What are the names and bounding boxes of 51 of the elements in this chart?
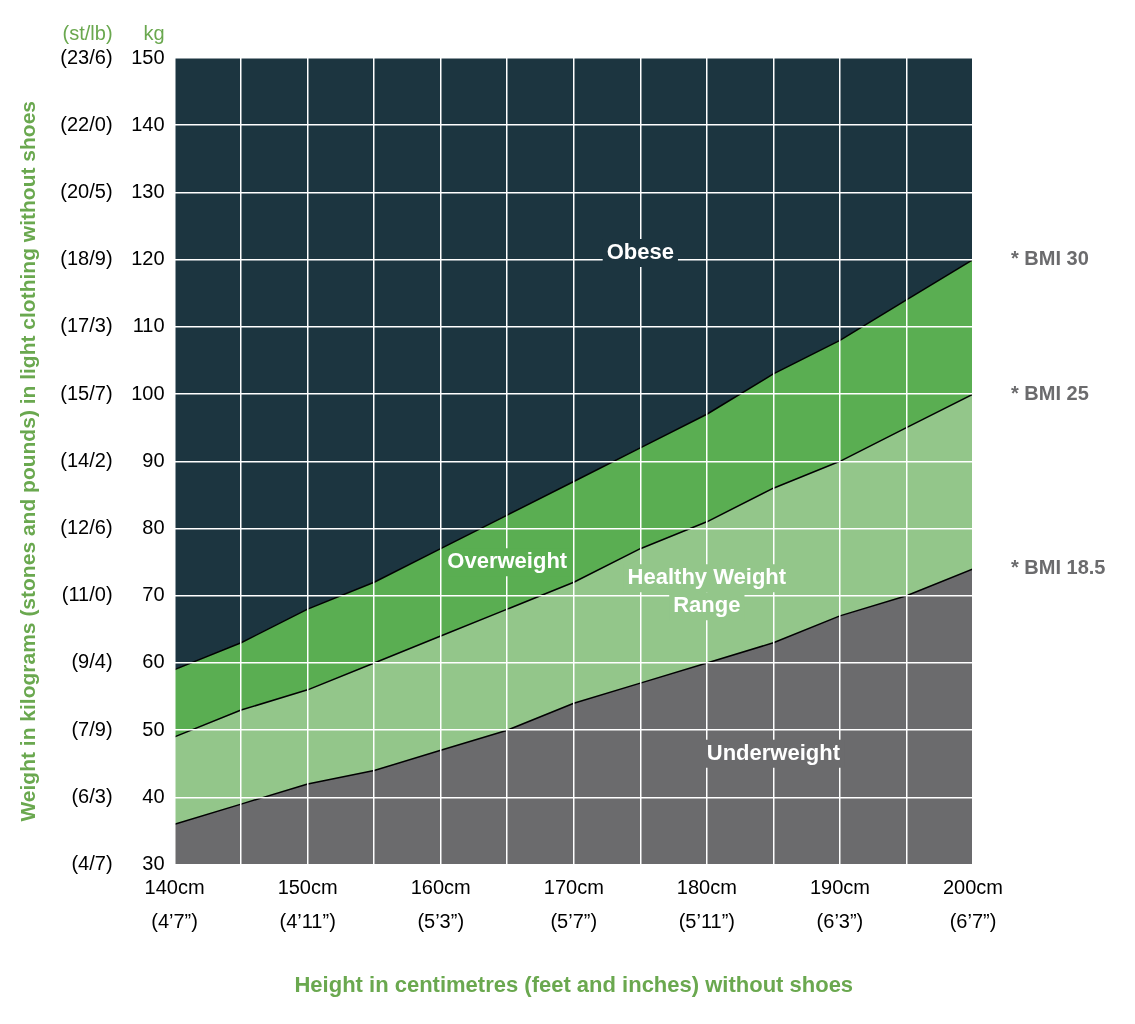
x-tick-label: 180cm xyxy=(676,876,737,899)
text: * BMI 30 xyxy=(1011,247,1089,270)
text: (22/0) xyxy=(60,112,113,135)
text: (6’7”) xyxy=(949,910,997,933)
text: (20/5) xyxy=(60,179,113,202)
text: (6’3”) xyxy=(816,910,864,933)
x-tick-label: 140cm xyxy=(144,876,205,899)
text: (7/9) xyxy=(71,717,113,740)
text: * BMI 18.5 xyxy=(1011,556,1106,579)
text: (st/lb) xyxy=(62,21,113,44)
y-tick-label: 40 xyxy=(142,784,165,807)
y-axis-title: Weight in kilograms (stones and pounds) in light clothing without shoes xyxy=(16,101,40,822)
text: (4’11”) xyxy=(279,910,336,933)
y-tick-label: 60 xyxy=(142,650,165,673)
y-tick-label: 150 xyxy=(131,45,165,68)
x-tick-label: 200cm xyxy=(942,876,1004,899)
text: (5’11”) xyxy=(678,910,736,933)
text: (23/6) xyxy=(60,45,113,68)
series-label: Overweight xyxy=(447,548,568,574)
y-tick-label: 50 xyxy=(142,717,165,740)
text: (11/0) xyxy=(61,583,113,606)
text: (5’7”) xyxy=(550,910,598,933)
y-tick-label: 90 xyxy=(142,448,165,471)
text: (4/7) xyxy=(71,852,113,875)
series-label: Underweight xyxy=(706,739,841,765)
series-label: Healthy Weight Range xyxy=(627,564,787,618)
text: (6/3) xyxy=(71,784,113,807)
text: * BMI 25 xyxy=(1011,381,1089,404)
text: (14/2) xyxy=(60,448,113,471)
x-tick-label: 190cm xyxy=(809,876,870,899)
x-tick-label: 160cm xyxy=(410,876,471,899)
text: (12/6) xyxy=(60,516,113,539)
y-tick-label: 130 xyxy=(131,179,165,202)
text: (9/4) xyxy=(71,650,113,673)
text: (5’3”) xyxy=(417,910,465,933)
text: kg xyxy=(143,21,165,44)
y-tick-label: 120 xyxy=(131,247,165,270)
y-tick-label: 140 xyxy=(131,112,165,135)
text: (18/9) xyxy=(60,247,113,270)
series-label: Obese xyxy=(606,238,674,264)
y-tick-label: 100 xyxy=(131,381,165,404)
text: (17/3) xyxy=(60,314,113,337)
x-axis-title: Height in centimetres (feet and inches) without shoes xyxy=(294,971,854,997)
x-tick-label: 170cm xyxy=(543,876,604,899)
text: (15/7) xyxy=(60,381,113,404)
y-tick-label: 110 xyxy=(132,314,165,337)
text: (4’7”) xyxy=(151,910,198,933)
x-tick-label: 150cm xyxy=(277,876,338,899)
y-tick-label: 30 xyxy=(142,852,165,875)
y-tick-label: 80 xyxy=(142,516,165,539)
y-tick-label: 70 xyxy=(142,583,165,606)
